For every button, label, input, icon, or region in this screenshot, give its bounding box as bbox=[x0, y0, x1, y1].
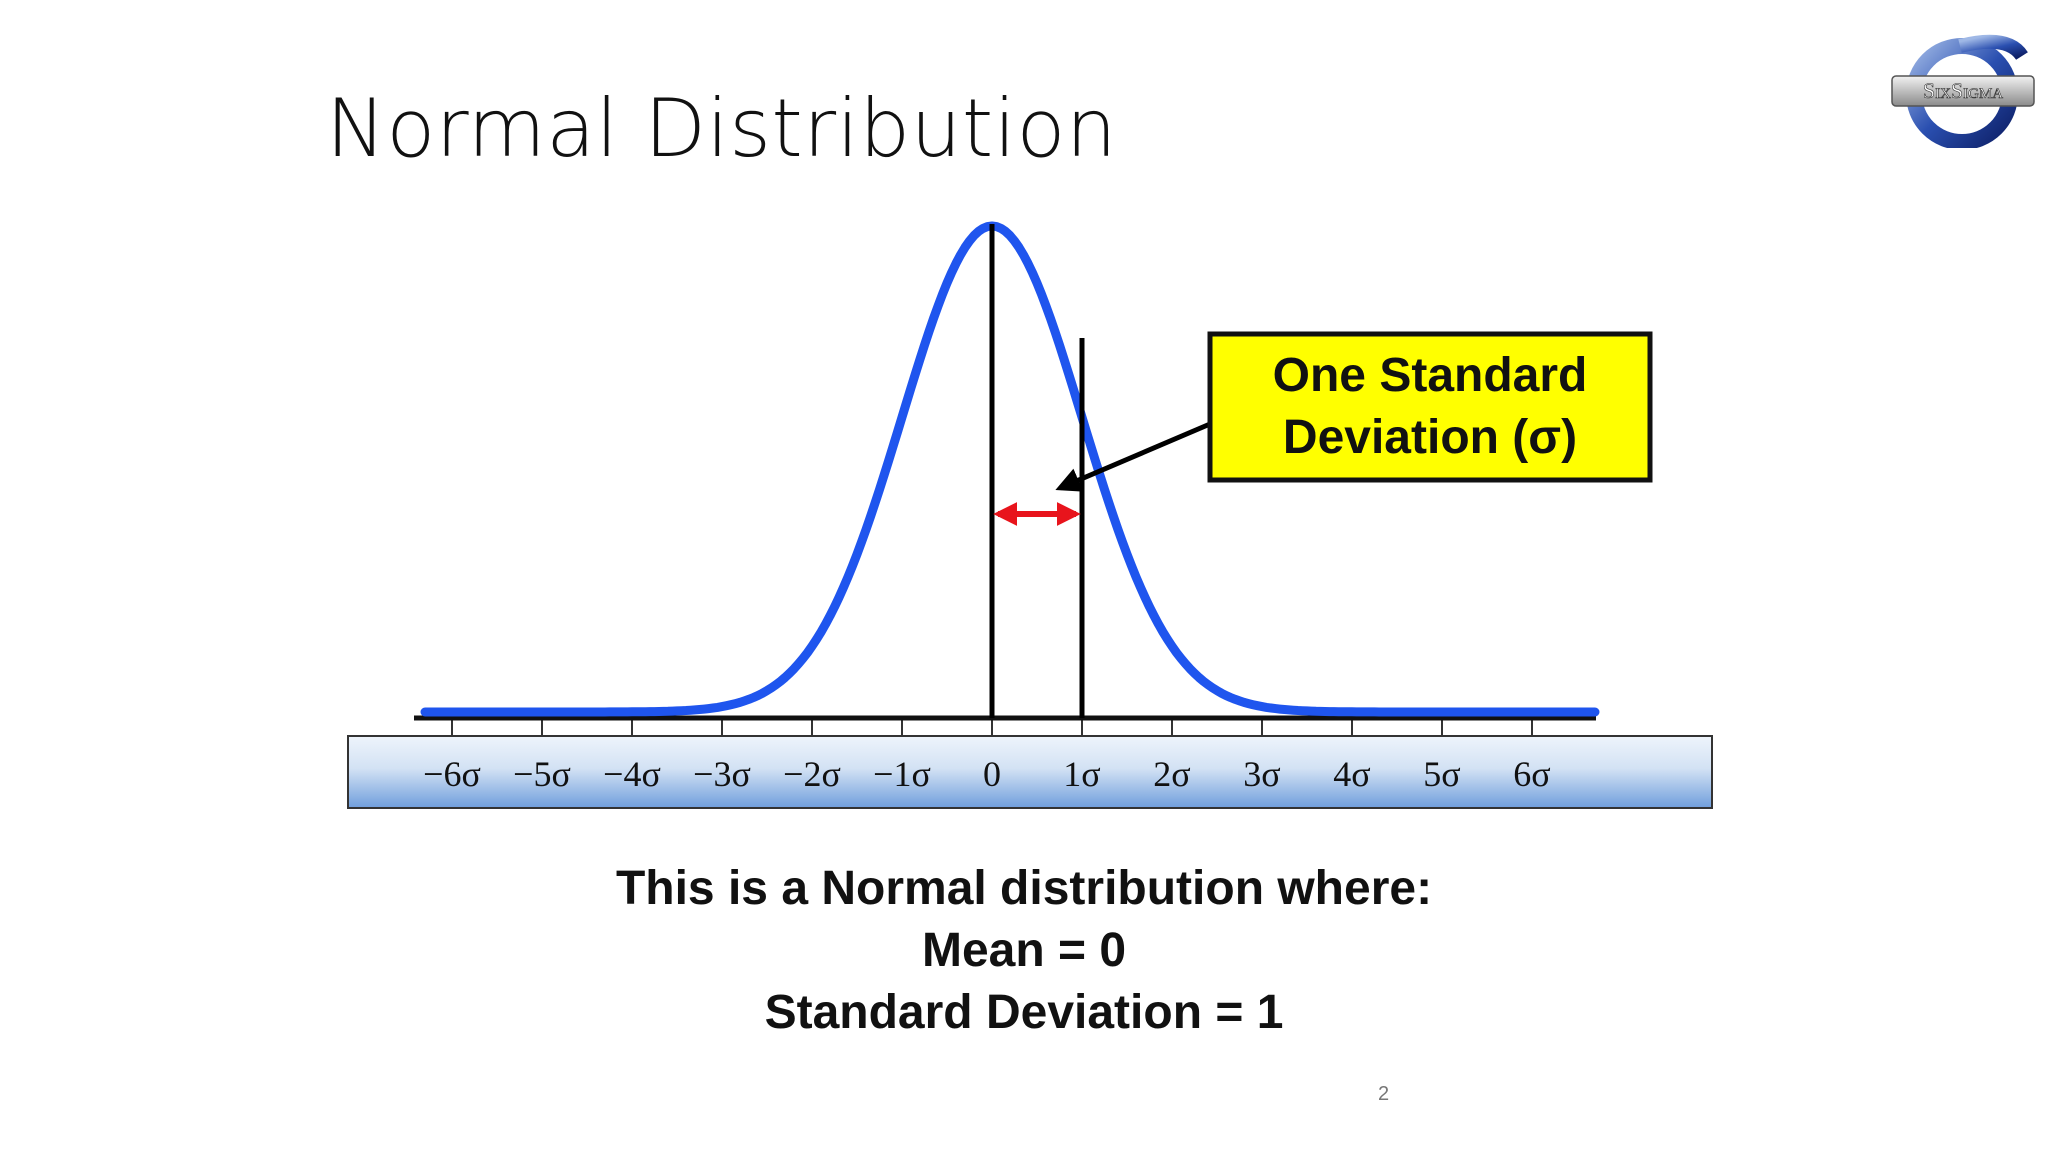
tick-label: 6σ bbox=[1513, 754, 1550, 794]
slide-title: Normal Distribution bbox=[326, 82, 1118, 175]
tick-label: −4σ bbox=[603, 754, 661, 794]
caption-line-std-dev: Standard Deviation = 1 bbox=[764, 986, 1284, 1039]
logo-text: SixSigma bbox=[1923, 78, 2003, 103]
tick-label: −2σ bbox=[783, 754, 841, 794]
axis-tick-labels: −6σ −5σ −4σ −3σ −2σ −1σ 0 1σ 2σ 3σ 4σ 5σ 6σ bbox=[423, 754, 1551, 794]
tick-label: 0 bbox=[983, 754, 1001, 794]
sigma-logo-icon bbox=[1891, 34, 2035, 148]
axis-band bbox=[347, 735, 1713, 809]
tick-label: −1σ bbox=[873, 754, 931, 794]
callout-pointer-arrow bbox=[1055, 421, 1211, 492]
tick-label: 5σ bbox=[1423, 754, 1460, 794]
annotation-line-2: Deviation (σ) bbox=[1283, 411, 1577, 464]
tick-label: −5σ bbox=[513, 754, 571, 794]
caption-line-1: This is a Normal distribution where: bbox=[615, 862, 1433, 915]
annotation-line-1: One Standard bbox=[1273, 349, 1588, 402]
page-number: 2 bbox=[1378, 1083, 1390, 1105]
axis-ticks bbox=[451, 720, 1533, 736]
caption: This is a Normal distribution where: Mea… bbox=[0, 858, 2048, 1044]
tick-label: −6σ bbox=[423, 754, 481, 794]
caption-line-mean: Mean = 0 bbox=[921, 924, 1127, 977]
tick-label: 4σ bbox=[1333, 754, 1370, 794]
six-sigma-logo: SixSigma bbox=[1891, 34, 2035, 148]
tick-label: −3σ bbox=[693, 754, 751, 794]
tick-label: 3σ bbox=[1243, 754, 1280, 794]
tick-label: 1σ bbox=[1063, 754, 1100, 794]
series-line-normal-curve bbox=[420, 221, 1600, 717]
annotation-box bbox=[1207, 331, 1653, 483]
tick-label: 2σ bbox=[1153, 754, 1190, 794]
